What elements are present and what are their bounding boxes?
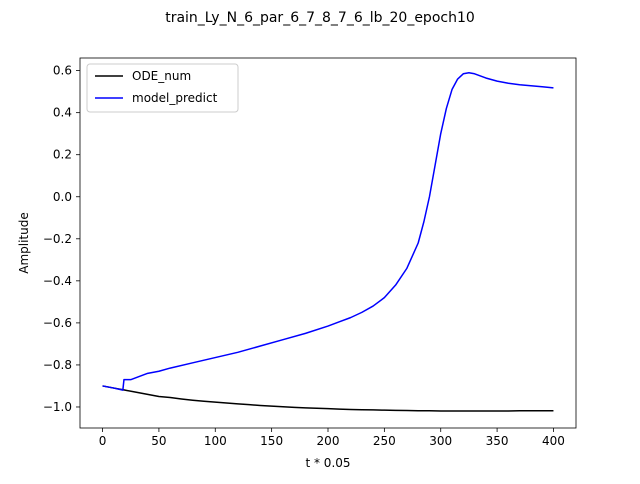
y-axis-ticks: −1.0 −0.8 −0.6 −0.4 −0.2 0.0 0.2 0.4 0.6 xyxy=(43,64,80,414)
x-tick-label: 350 xyxy=(486,434,509,448)
y-tick-label: 0.2 xyxy=(53,148,72,162)
x-tick-label: 250 xyxy=(373,434,396,448)
x-axis-label: t * 0.05 xyxy=(305,456,350,470)
x-axis-ticks: 0 50 100 150 200 250 300 350 400 xyxy=(99,428,565,448)
chart-title: train_Ly_N_6_par_6_7_8_7_6_lb_20_epoch10 xyxy=(165,10,475,26)
x-tick-label: 400 xyxy=(542,434,565,448)
legend: ODE_num model_predict xyxy=(86,63,239,113)
x-tick-label: 300 xyxy=(429,434,452,448)
y-tick-label: −0.4 xyxy=(43,274,72,288)
legend-box xyxy=(86,63,239,113)
y-axis-label: Amplitude xyxy=(17,212,31,274)
x-tick-label: 100 xyxy=(204,434,227,448)
y-tick-label: 0.4 xyxy=(53,106,72,120)
series-line-ode-num xyxy=(102,385,554,412)
legend-label-ode-num: ODE_num xyxy=(132,69,191,83)
series-lines xyxy=(102,71,554,412)
x-tick-label: 0 xyxy=(99,434,107,448)
x-tick-label: 150 xyxy=(260,434,283,448)
series-line-model-predict xyxy=(102,71,554,391)
x-tick-label: 50 xyxy=(151,434,166,448)
legend-label-model-predict: model_predict xyxy=(132,91,218,105)
x-tick-label: 200 xyxy=(317,434,340,448)
y-tick-label: −0.6 xyxy=(43,316,72,330)
y-tick-label: −1.0 xyxy=(43,400,72,414)
y-tick-label: −0.2 xyxy=(43,232,72,246)
y-tick-label: 0.0 xyxy=(53,190,72,204)
y-tick-label: −0.8 xyxy=(43,358,72,372)
y-tick-label: 0.6 xyxy=(53,64,72,78)
